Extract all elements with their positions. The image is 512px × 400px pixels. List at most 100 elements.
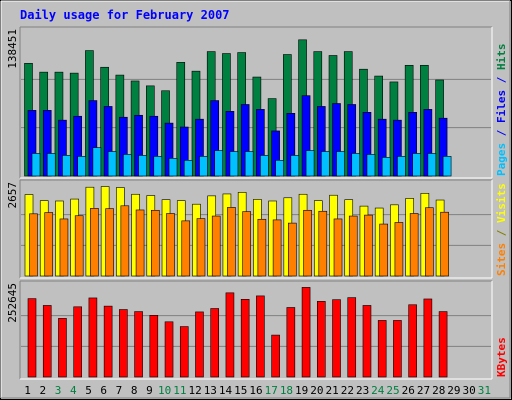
x-tick-label: 7: [116, 384, 123, 397]
x-tick-label: 16: [249, 384, 262, 397]
panel-middle-legend: Sites / Visits: [495, 183, 508, 276]
panel-bottom-max-label: 252645: [6, 283, 19, 323]
panels: 138451 Pages / Files / Hits 2657 Sites / Vi…: [6, 26, 508, 380]
bar-kbytes: [134, 311, 143, 378]
bar-sites: [379, 223, 388, 277]
x-tick-label: 19: [295, 384, 308, 397]
bar-sites: [166, 213, 175, 277]
bar-kbytes: [393, 320, 402, 378]
x-tick-label: 27: [417, 384, 430, 397]
series-kbytes: [27, 287, 448, 378]
panel-bottom: 252645 KBytes: [6, 280, 508, 380]
bar-kbytes: [408, 304, 417, 378]
bar-kbytes: [58, 318, 67, 378]
bar-pages: [31, 153, 41, 177]
bar-pages: [412, 153, 421, 177]
x-tick-label: 5: [85, 384, 92, 397]
bar-sites: [333, 218, 343, 277]
bar-pages: [320, 151, 330, 177]
x-tick-label: 2: [40, 384, 47, 397]
bar-kbytes: [271, 334, 280, 378]
bar-sites: [135, 209, 145, 277]
legend-kbytes: KBytes: [495, 337, 508, 377]
x-tick-label: 1: [24, 384, 31, 397]
bar-kbytes: [347, 297, 357, 378]
x-tick-label: 8: [131, 384, 138, 397]
bar-sites: [105, 208, 114, 277]
panel-top-legend: Pages / Files / Hits: [495, 44, 508, 177]
bar-sites: [211, 215, 221, 277]
bar-pages: [77, 156, 86, 177]
bar-kbytes: [149, 315, 159, 378]
bar-pages: [168, 158, 178, 177]
bar-kbytes: [240, 299, 250, 378]
bar-kbytes: [225, 292, 235, 378]
bar-kbytes: [42, 305, 52, 378]
bar-kbytes: [164, 321, 174, 378]
series-pages: [31, 147, 452, 177]
bar-kbytes: [210, 308, 220, 378]
bar-pages: [92, 147, 102, 177]
bar-pages: [366, 154, 376, 177]
bar-pages: [123, 154, 132, 177]
bar-sites: [59, 218, 69, 277]
x-tick-label: 18: [280, 384, 293, 397]
x-tick-label: 26: [402, 384, 415, 397]
bar-sites: [409, 213, 419, 277]
x-tick-label: 21: [326, 384, 339, 397]
legend-files: Files: [495, 90, 508, 123]
x-tick-label: 28: [432, 384, 445, 397]
x-tick-label: 13: [204, 384, 217, 397]
x-tick-label: 4: [70, 384, 77, 397]
bar-kbytes: [286, 307, 296, 378]
bar-pages: [46, 153, 56, 177]
bar-sites: [348, 215, 358, 277]
bar-kbytes: [103, 305, 113, 378]
x-tick-label: 30: [463, 384, 476, 397]
x-tick-label: 9: [146, 384, 153, 397]
panel-middle-max-label: 2657: [6, 182, 19, 209]
bar-sites: [196, 218, 206, 277]
legend-visits: Visits: [495, 183, 508, 223]
panel-bottom-legend: KBytes: [495, 337, 508, 377]
bar-pages: [336, 151, 345, 177]
panel-top-max-label: 138451: [6, 29, 19, 69]
x-tick-label: 17: [265, 384, 278, 397]
legend-separator: /: [495, 123, 508, 143]
x-tick-label: 20: [310, 384, 323, 397]
bar-sites: [318, 210, 328, 277]
chart-title: Daily usage for February 2007: [20, 8, 230, 22]
x-tick-label: 10: [158, 384, 171, 397]
bar-kbytes: [438, 311, 448, 378]
bar-kbytes: [179, 326, 189, 378]
legend-sites: Sites: [495, 243, 508, 276]
bar-sites: [29, 213, 38, 277]
bar-sites: [44, 212, 54, 277]
bar-pages: [351, 153, 361, 177]
bar-pages: [260, 155, 269, 177]
bar-pages: [290, 155, 300, 177]
bar-pages: [107, 151, 117, 177]
x-tick-label: 6: [100, 384, 107, 397]
x-tick-label: 14: [219, 384, 233, 397]
bar-sites: [425, 207, 434, 277]
x-tick-label: 31: [478, 384, 491, 397]
bar-sites: [151, 209, 160, 277]
bar-kbytes: [423, 298, 433, 378]
legend-pages: Pages: [495, 143, 508, 176]
x-axis-labels: 1 2 3 4 5 6 7 8 9 10 11 12 13 14 15 16 17 18 19 20 21 22 23 24 2…: [24, 384, 491, 397]
x-tick-label: 12: [188, 384, 201, 397]
x-tick-label: 22: [341, 384, 354, 397]
bar-pages: [442, 156, 452, 177]
bar-pages: [153, 156, 163, 177]
x-tick-label: 23: [356, 384, 369, 397]
bar-kbytes: [73, 306, 82, 378]
bar-kbytes: [119, 309, 128, 378]
bar-sites: [90, 208, 99, 277]
bar-kbytes: [362, 305, 372, 378]
bar-sites: [272, 219, 282, 277]
bar-sites: [394, 222, 404, 277]
bar-sites: [303, 209, 312, 277]
series-visits: [24, 186, 445, 277]
